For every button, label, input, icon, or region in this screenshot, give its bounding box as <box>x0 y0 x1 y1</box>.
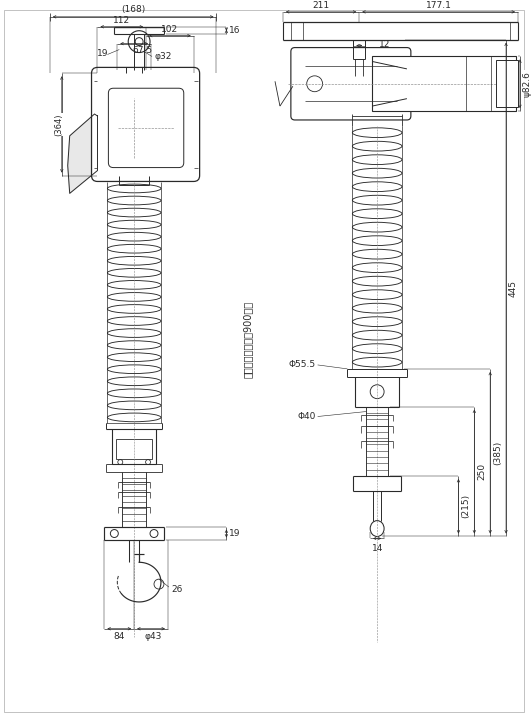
Text: 19: 19 <box>97 49 108 58</box>
FancyBboxPatch shape <box>291 47 411 120</box>
Text: (385): (385) <box>493 440 502 465</box>
Text: 16: 16 <box>229 26 241 34</box>
Bar <box>372 57 516 111</box>
Text: 177.1: 177.1 <box>426 1 452 10</box>
Text: 14: 14 <box>371 544 383 553</box>
Text: 112: 112 <box>113 16 130 25</box>
FancyBboxPatch shape <box>92 67 200 181</box>
Text: 67.5: 67.5 <box>132 46 152 54</box>
Text: ψ82.6: ψ82.6 <box>523 71 532 97</box>
Text: (215): (215) <box>461 494 470 518</box>
Text: 211: 211 <box>313 1 330 10</box>
Text: 84: 84 <box>114 632 125 641</box>
FancyBboxPatch shape <box>109 88 184 168</box>
Bar <box>117 440 152 459</box>
Bar <box>496 60 518 107</box>
Text: 250: 250 <box>477 463 486 480</box>
Text: φ32: φ32 <box>154 52 171 61</box>
Polygon shape <box>68 114 97 193</box>
Text: φ43: φ43 <box>144 632 162 641</box>
Text: 102: 102 <box>161 24 178 34</box>
Text: (364): (364) <box>54 113 63 135</box>
Text: フック間最小距雦900以下: フック間最小距雦900以下 <box>242 301 252 378</box>
Text: (168): (168) <box>121 5 145 14</box>
Text: 445: 445 <box>509 279 518 296</box>
Text: 12: 12 <box>379 40 390 49</box>
Text: Φ40: Φ40 <box>297 412 315 421</box>
Text: 19: 19 <box>229 529 241 538</box>
Text: 26: 26 <box>171 584 182 594</box>
Text: Φ55.5: Φ55.5 <box>288 360 315 369</box>
